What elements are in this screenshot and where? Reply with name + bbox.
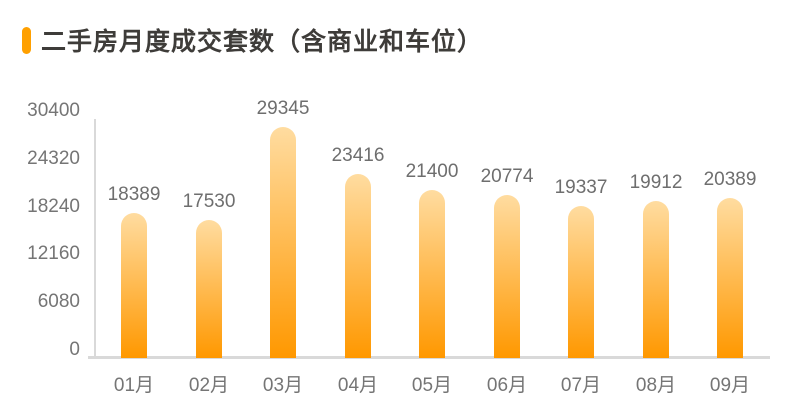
x-axis-tick-label: 08月 bbox=[635, 375, 677, 396]
x-axis-tick-label: 09月 bbox=[709, 375, 751, 396]
y-axis-tick-label: 0 bbox=[69, 339, 80, 360]
x-axis-tick-label: 07月 bbox=[560, 375, 602, 396]
x-axis-tick-label: 03月 bbox=[262, 375, 304, 396]
bar-value-label: 17530 bbox=[182, 191, 236, 212]
y-axis-tick-label: 6080 bbox=[37, 291, 80, 312]
bar-value-label: 29345 bbox=[256, 98, 310, 119]
y-axis-tick-label: 12160 bbox=[27, 243, 80, 264]
bar-value-label: 23416 bbox=[331, 145, 385, 166]
bar bbox=[717, 198, 743, 358]
bar bbox=[643, 201, 669, 358]
y-axis-tick-label: 24320 bbox=[27, 148, 80, 169]
x-axis-tick-label: 06月 bbox=[486, 375, 528, 396]
y-axis-tick-label: 18240 bbox=[27, 196, 80, 217]
chart-header: 二手房月度成交套数（含商业和车位） bbox=[22, 22, 483, 58]
chart-title: 二手房月度成交套数（含商业和车位） bbox=[41, 28, 484, 56]
bar bbox=[345, 174, 371, 358]
bar bbox=[419, 190, 445, 358]
bar bbox=[568, 206, 594, 358]
bar-value-label: 19912 bbox=[629, 172, 683, 193]
y-axis-tick-label: 30400 bbox=[27, 100, 80, 121]
x-axis-tick-label: 01月 bbox=[113, 375, 155, 396]
bar bbox=[121, 213, 147, 358]
x-axis-tick-label: 02月 bbox=[188, 375, 230, 396]
x-axis-tick-label: 04月 bbox=[337, 375, 379, 396]
y-axis-line bbox=[94, 119, 96, 359]
bar-value-label: 19337 bbox=[554, 177, 608, 198]
bar-value-label: 18389 bbox=[107, 184, 161, 205]
bar-value-label: 21400 bbox=[405, 161, 459, 182]
title-bullet-icon bbox=[22, 26, 31, 54]
bar bbox=[196, 220, 222, 358]
bar-value-label: 20389 bbox=[703, 169, 757, 190]
x-axis-tick-label: 05月 bbox=[411, 375, 453, 396]
bar-value-label: 20774 bbox=[480, 166, 534, 187]
bar bbox=[270, 127, 296, 358]
bar bbox=[494, 195, 520, 358]
